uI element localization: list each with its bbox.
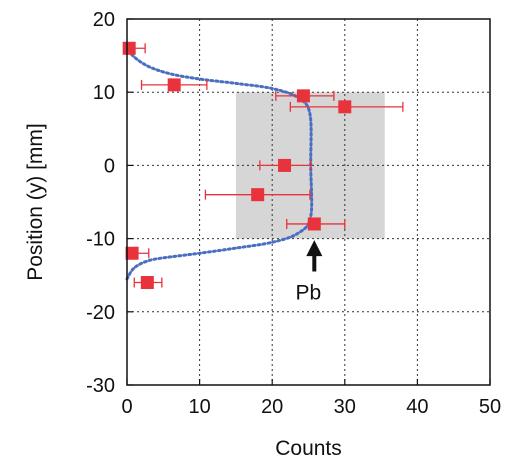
annotation-label-0: Pb bbox=[295, 282, 321, 305]
data-point-0-5 bbox=[251, 188, 265, 202]
data-point-0-4 bbox=[278, 158, 292, 172]
x-tick-label-1: 10 bbox=[188, 396, 210, 418]
data-point-0-3 bbox=[338, 100, 352, 114]
x-tick-label-5: 50 bbox=[479, 396, 501, 418]
y-tick-label-2: -10 bbox=[86, 229, 115, 251]
plot-frame bbox=[126, 18, 491, 386]
x-tick-label-3: 30 bbox=[334, 396, 356, 418]
tick-label-layer: 0 10 20 30 40 50 -30 -20 -10 0 10 20 bbox=[86, 9, 501, 418]
x-tick-label-2: 20 bbox=[261, 396, 283, 418]
annotation-arrow-head-0 bbox=[306, 240, 323, 257]
x-tick-label-0: 0 bbox=[121, 396, 132, 418]
data-point-0-1 bbox=[167, 78, 181, 92]
y-tick-label-5: 20 bbox=[93, 9, 115, 31]
y-tick-label-4: 10 bbox=[93, 82, 115, 104]
data-point-0-8 bbox=[140, 276, 154, 290]
data-point-0-7 bbox=[125, 246, 139, 260]
y-tick-label-3: 0 bbox=[104, 155, 115, 177]
y-tick-label-0: -30 bbox=[86, 375, 115, 397]
x-tick-label-4: 40 bbox=[406, 396, 428, 418]
data-point-layer bbox=[122, 41, 352, 290]
x-axis-label: Counts bbox=[275, 437, 342, 460]
y-tick-label-1: -20 bbox=[86, 302, 115, 324]
data-point-0-6 bbox=[307, 217, 321, 231]
y-axis-label: Position (y) [mm] bbox=[24, 123, 47, 281]
annotation-layer: Pb bbox=[295, 240, 323, 305]
data-point-0-2 bbox=[296, 89, 310, 103]
data-point-0-0 bbox=[122, 41, 136, 55]
